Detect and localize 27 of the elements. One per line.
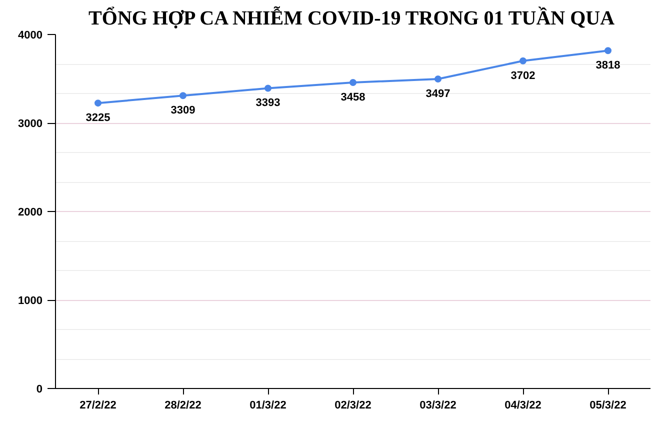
x-tick-label: 28/2/22	[164, 400, 202, 412]
point	[520, 57, 526, 64]
data-label: 3702	[510, 70, 536, 82]
data-label: 3458	[340, 91, 366, 104]
data-label: 3818	[596, 60, 620, 72]
x-tick-label: 05/3/22	[590, 400, 626, 412]
x-tick-label: 04/3/22	[504, 400, 542, 412]
point	[180, 92, 186, 100]
data-label: 3225	[86, 112, 110, 124]
y-tick-label: 1000	[18, 295, 43, 307]
y-tick-label: 3000	[18, 118, 43, 130]
data-label: 3497	[426, 88, 450, 100]
x-tick-label: 01/3/22	[250, 400, 286, 412]
y-tick-label: 2000	[18, 206, 43, 218]
y-tick-label: 4000	[18, 30, 43, 42]
point	[94, 100, 102, 107]
point	[350, 78, 356, 86]
y-tick-label: 0	[36, 384, 43, 396]
data-label: 3393	[256, 97, 280, 110]
x-tick-label: 02/3/22	[334, 400, 372, 412]
chart-title: TỔNG HỢP CA NHIỄM COVID-19 TRONG 01 TUẦN QUA	[88, 6, 616, 30]
point	[264, 84, 272, 92]
point	[434, 76, 442, 83]
x-tick-label: 27/2/22	[80, 400, 116, 412]
data-label: 3309	[170, 104, 196, 117]
x-tick-label: 03/3/22	[420, 400, 456, 412]
point	[604, 47, 612, 54]
